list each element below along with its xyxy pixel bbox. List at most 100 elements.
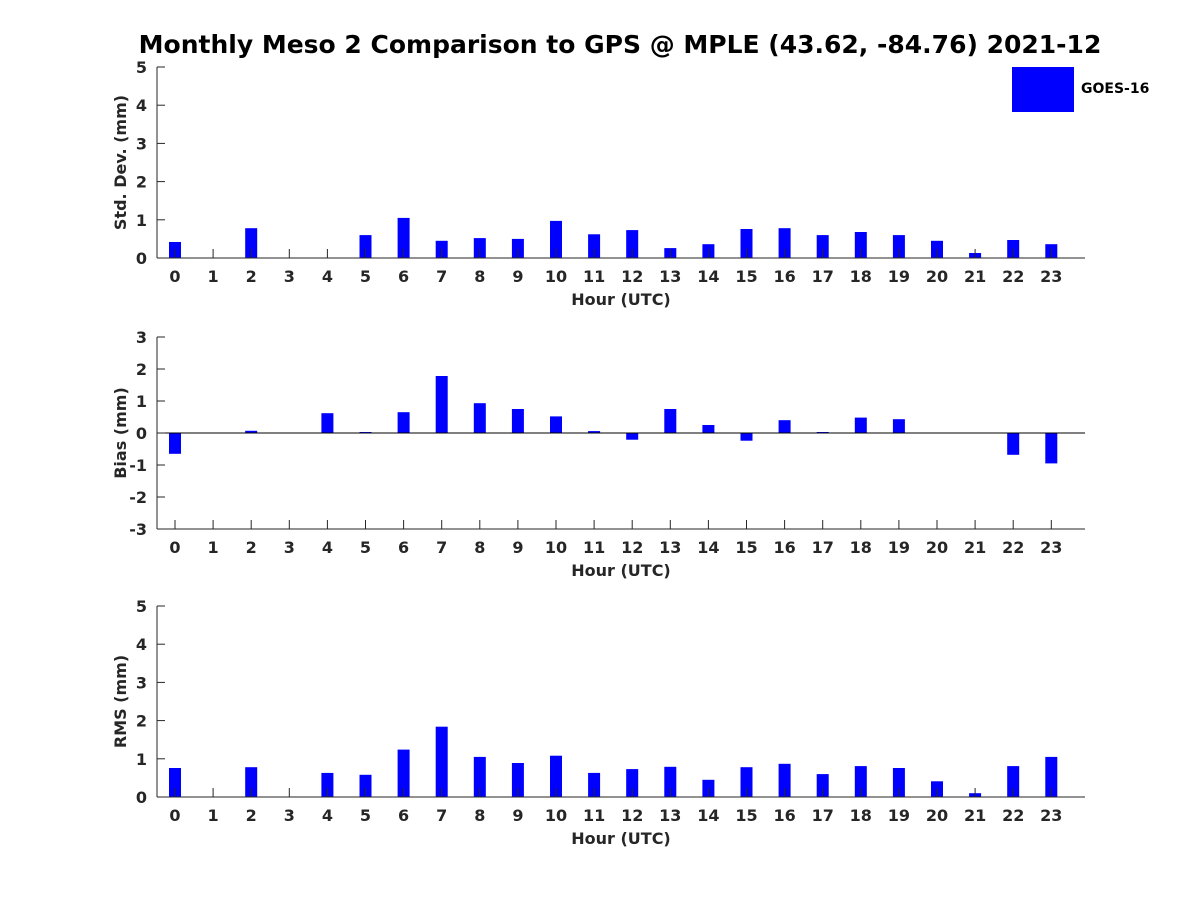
- x-tick-label: 20: [926, 267, 948, 286]
- y-tick-label: 4: [136, 635, 147, 654]
- bar-bias-23: [1045, 433, 1058, 464]
- x-tick-label: 3: [284, 806, 295, 825]
- y-axis-label: Bias (mm): [111, 387, 130, 479]
- x-tick-label: 17: [812, 538, 834, 557]
- x-tick-label: 6: [398, 806, 409, 825]
- bar-bias-0: [169, 433, 181, 454]
- x-tick-label: 9: [512, 267, 523, 286]
- x-tick-label: 8: [474, 267, 485, 286]
- x-tick-label: 23: [1040, 538, 1062, 557]
- x-tick-label: 4: [322, 538, 333, 557]
- x-tick-label: 18: [850, 538, 872, 557]
- y-tick-label: 5: [136, 597, 147, 616]
- bar-std-15: [740, 229, 753, 258]
- x-tick-label: 5: [360, 806, 371, 825]
- x-tick-label: 15: [735, 538, 757, 557]
- x-tick-label: 21: [964, 806, 986, 825]
- x-tick-label: 19: [888, 538, 910, 557]
- y-tick-label: 0: [136, 788, 147, 807]
- bar-rms-0: [169, 768, 181, 797]
- x-tick-label: 9: [512, 538, 523, 557]
- bar-bias-4: [321, 413, 334, 433]
- bar-rms-18: [854, 766, 867, 797]
- bar-rms-12: [626, 769, 639, 797]
- x-tick-label: 5: [360, 267, 371, 286]
- bar-std-11: [588, 234, 601, 258]
- x-axis-label: Hour (UTC): [571, 829, 671, 848]
- x-tick-label: 16: [773, 267, 795, 286]
- x-tick-label: 12: [621, 806, 643, 825]
- x-tick-label: 6: [398, 267, 409, 286]
- x-tick-label: 20: [926, 806, 948, 825]
- legend: GOES-16: [1012, 67, 1172, 113]
- bar-rms-16: [778, 763, 791, 797]
- x-tick-label: 23: [1040, 267, 1062, 286]
- y-tick-label: 4: [136, 96, 147, 115]
- y-axis-label: Std. Dev. (mm): [111, 95, 130, 230]
- x-tick-label: 0: [169, 806, 180, 825]
- x-tick-label: 14: [697, 538, 719, 557]
- bar-bias-13: [664, 409, 677, 433]
- x-tick-label: 9: [512, 806, 523, 825]
- y-tick-label: 0: [136, 249, 147, 268]
- bar-std-18: [854, 232, 867, 258]
- bar-bias-7: [435, 376, 448, 433]
- x-tick-label: 16: [773, 538, 795, 557]
- bar-rms-4: [321, 772, 334, 797]
- y-tick-label: 5: [136, 58, 147, 77]
- legend-label: GOES-16: [1081, 81, 1150, 97]
- x-tick-label: 1: [208, 806, 219, 825]
- bar-std-9: [511, 238, 524, 258]
- bar-bias-10: [550, 416, 562, 433]
- y-axis-label: RMS (mm): [111, 655, 130, 748]
- x-tick-label: 2: [246, 538, 257, 557]
- y-tick-label: 3: [136, 134, 147, 153]
- x-tick-label: 13: [659, 538, 681, 557]
- x-tick-label: 20: [926, 538, 948, 557]
- bar-rms-11: [588, 772, 601, 797]
- x-tick-label: 0: [169, 538, 180, 557]
- x-axis-label: Hour (UTC): [571, 561, 671, 580]
- bar-std-16: [778, 228, 791, 258]
- x-tick-label: 4: [322, 806, 333, 825]
- y-tick-label: 3: [136, 328, 147, 347]
- x-tick-label: 8: [474, 538, 485, 557]
- x-tick-label: 12: [621, 267, 643, 286]
- x-tick-label: 11: [583, 806, 605, 825]
- bar-std-17: [816, 235, 829, 258]
- bar-std-2: [245, 228, 258, 258]
- x-tick-label: 4: [322, 267, 333, 286]
- x-tick-label: 23: [1040, 806, 1062, 825]
- bar-bias-12: [626, 433, 639, 440]
- bar-bias-9: [511, 409, 524, 433]
- x-tick-label: 11: [583, 538, 605, 557]
- bar-std-8: [473, 238, 486, 258]
- bar-bias-22: [1007, 433, 1020, 455]
- bar-rms-7: [435, 726, 448, 797]
- x-tick-label: 0: [169, 267, 180, 286]
- y-tick-label: 1: [136, 750, 147, 769]
- bar-std-6: [397, 217, 410, 258]
- x-tick-label: 7: [436, 267, 447, 286]
- x-tick-label: 12: [621, 538, 643, 557]
- x-tick-label: 16: [773, 806, 795, 825]
- y-tick-label: 2: [136, 712, 147, 731]
- y-tick-label: -2: [129, 488, 147, 507]
- bar-rms-23: [1045, 756, 1058, 797]
- x-tick-label: 11: [583, 267, 605, 286]
- x-tick-label: 17: [812, 806, 834, 825]
- x-tick-label: 2: [246, 267, 257, 286]
- bar-rms-22: [1007, 766, 1020, 797]
- x-tick-label: 1: [208, 538, 219, 557]
- x-tick-label: 3: [284, 538, 295, 557]
- bar-std-19: [892, 235, 905, 258]
- bar-bias-8: [473, 403, 486, 433]
- bar-std-5: [359, 235, 372, 258]
- x-tick-label: 7: [436, 538, 447, 557]
- y-tick-label: -1: [129, 456, 147, 475]
- y-tick-label: 3: [136, 673, 147, 692]
- x-tick-label: 22: [1002, 267, 1024, 286]
